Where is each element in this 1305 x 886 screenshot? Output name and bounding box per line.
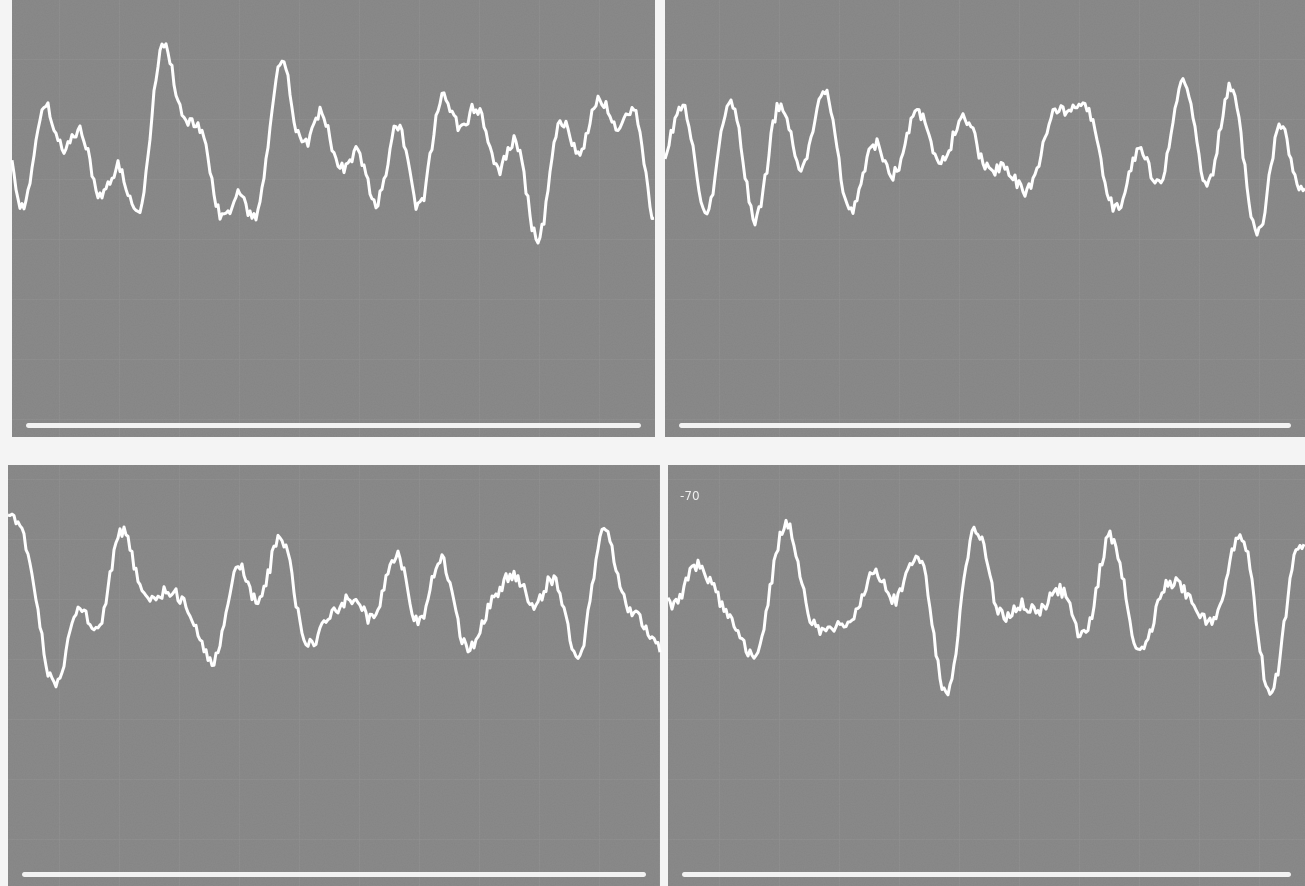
baseline-bar xyxy=(682,872,1291,877)
baseline-bar xyxy=(26,423,641,428)
screen-grain xyxy=(665,0,1305,437)
annotation: -70 xyxy=(680,489,700,503)
waveform-trace xyxy=(10,42,655,245)
screen-grain xyxy=(12,0,655,437)
panels xyxy=(7,0,1305,886)
baseline-bar xyxy=(22,872,646,877)
waveform-trace xyxy=(7,512,662,689)
waveform-trace xyxy=(666,518,1305,697)
baseline-bar xyxy=(679,423,1291,428)
screen-grain xyxy=(668,465,1305,886)
screen-grain xyxy=(8,465,660,886)
waveform-trace xyxy=(663,77,1305,237)
